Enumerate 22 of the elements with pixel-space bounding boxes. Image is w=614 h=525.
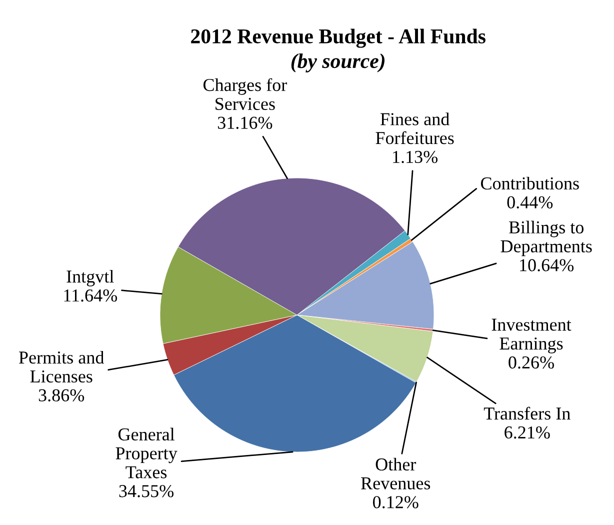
slice-label: Permits and Licenses [19,350,104,383]
slice-label: Investment Earnings [492,318,572,354]
data-label: 34.55% [119,485,174,498]
slice-label: Charges for Services [203,78,287,110]
data-label: 0.12% [373,496,418,508]
slice-label: Fines and Forfeitures [376,112,454,144]
slice-label: Other Revenues [361,458,430,490]
data-label: 10.64% [520,259,574,272]
slice-label: Intgvtl [66,270,114,286]
chart-title: 2012 Revenue Budget - All Funds [191,28,486,48]
data-label: 11.64% [64,289,118,302]
chart-subtitle: (by source) [291,53,384,72]
slice-label: General Property Taxes [116,428,178,478]
slice-label: Billings to Departments [500,220,592,256]
data-label: 6.21% [504,426,550,439]
slice-label: Contributions [480,176,579,190]
slice-label: Transfers In [484,406,570,420]
data-label: 31.16% [218,116,272,129]
data-label: 0.44% [507,196,553,208]
data-label: 3.86% [38,389,84,402]
data-label: 0.26% [508,356,554,369]
data-label: 1.13% [393,150,438,164]
